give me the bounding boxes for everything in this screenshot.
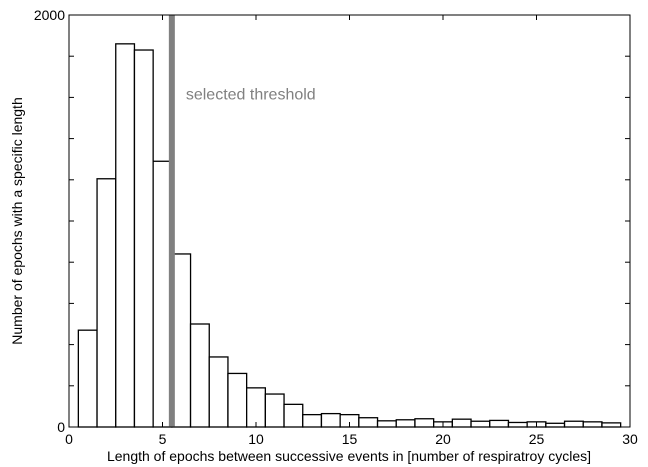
histogram-bar xyxy=(470,420,491,428)
x-tick-label: 25 xyxy=(529,431,545,447)
histogram-bar xyxy=(451,418,472,428)
x-tick-label: 20 xyxy=(435,431,451,447)
histogram-bar xyxy=(563,420,584,428)
histogram-bar xyxy=(115,43,136,428)
histogram-bar xyxy=(414,418,435,428)
x-axis-label: Length of epochs between successive even… xyxy=(107,448,591,464)
histogram-bars xyxy=(77,43,622,428)
y-tick-labels: 0 2000 xyxy=(34,7,65,435)
histogram-bar xyxy=(133,49,154,428)
histogram-bar xyxy=(507,421,528,428)
histogram-bar xyxy=(77,329,98,428)
histogram-bar xyxy=(545,422,566,428)
x-tick-label: 5 xyxy=(159,431,167,447)
histogram-bar xyxy=(395,419,416,428)
histogram-bar xyxy=(489,419,510,428)
x-tick-label: 15 xyxy=(342,431,358,447)
histogram-bar xyxy=(376,420,397,428)
histogram-bar xyxy=(96,178,117,428)
histogram-bar xyxy=(208,356,229,428)
y-axis-label: Number of epochs with a specific length xyxy=(9,97,25,344)
histogram-bar xyxy=(358,417,379,428)
histogram-bar xyxy=(227,372,248,428)
axis-ticks xyxy=(68,14,631,428)
x-tick-label: 0 xyxy=(65,431,73,447)
y-tick-label: 2000 xyxy=(34,7,65,23)
x-tick-labels: 0 5 10 15 20 25 30 xyxy=(65,431,638,447)
threshold-label: selected threshold xyxy=(186,86,316,103)
histogram-bar xyxy=(189,323,210,428)
histogram-bar xyxy=(302,413,323,428)
histogram-bar xyxy=(582,421,603,428)
histogram-bar xyxy=(283,403,304,428)
histogram-bar xyxy=(320,412,341,428)
y-tick-label: 0 xyxy=(57,419,65,435)
x-tick-label: 10 xyxy=(248,431,264,447)
x-tick-label: 30 xyxy=(622,431,638,447)
histogram-bar xyxy=(601,422,622,428)
histogram-bar xyxy=(264,393,285,428)
histogram-bar xyxy=(245,387,266,428)
